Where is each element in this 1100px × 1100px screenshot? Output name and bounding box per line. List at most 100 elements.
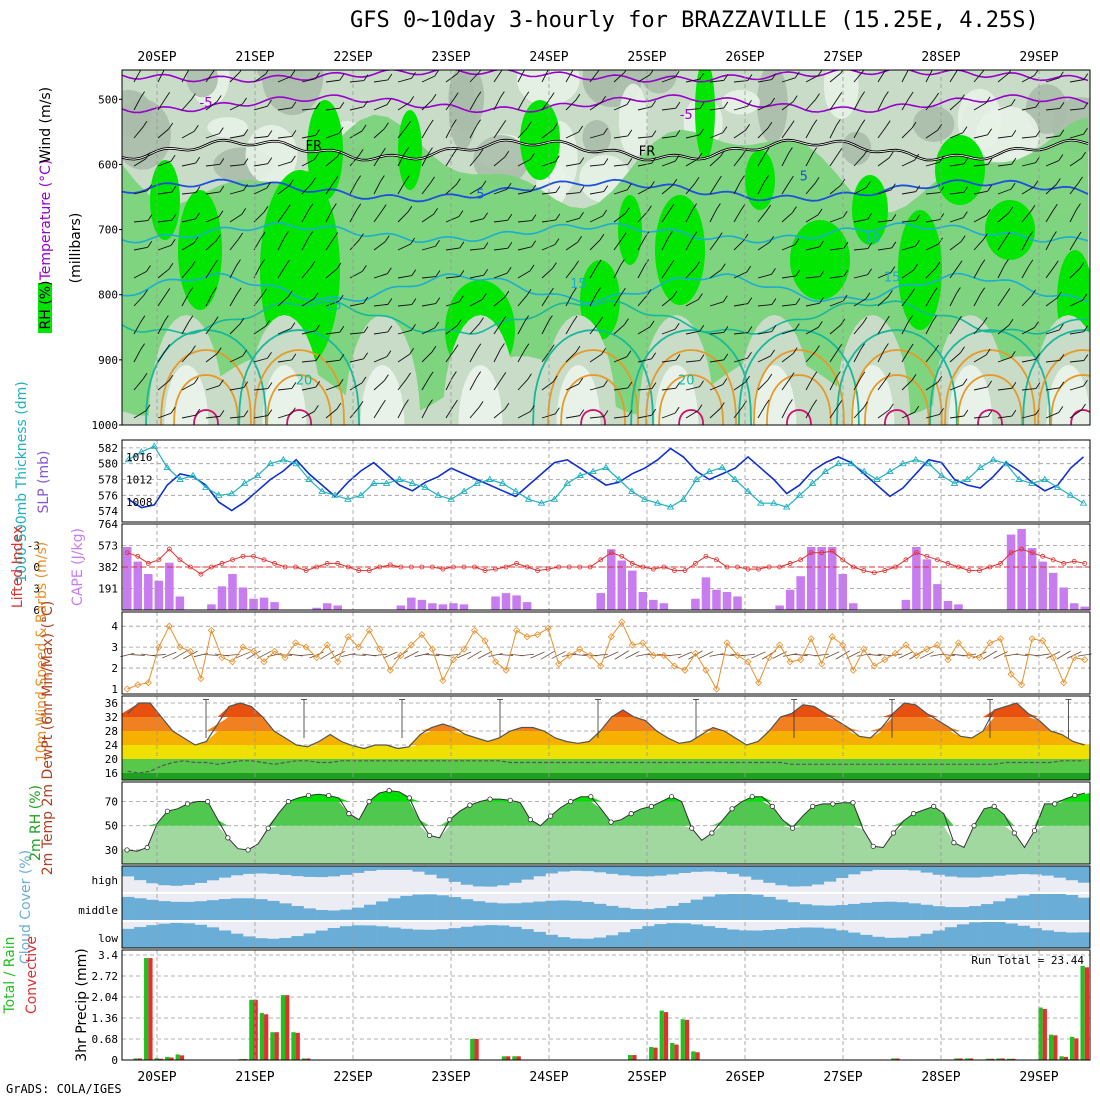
wind-barb bbox=[627, 381, 633, 389]
cape-bar bbox=[1027, 548, 1037, 610]
cape-bar bbox=[659, 603, 669, 610]
wind-barb bbox=[291, 101, 297, 109]
cloud-cell bbox=[630, 929, 643, 948]
precip-total-bar bbox=[280, 995, 286, 1060]
wind-barb bbox=[1055, 178, 1061, 185]
wind-barb bbox=[1059, 381, 1065, 389]
wind-barb bbox=[386, 98, 392, 105]
wind-barb bbox=[253, 357, 268, 363]
wind-speed-point bbox=[207, 626, 215, 634]
wind-barb bbox=[277, 328, 292, 335]
legend-convective: Convective bbox=[24, 936, 40, 1014]
wind-barb bbox=[469, 71, 480, 83]
wind-speed-point bbox=[1049, 654, 1057, 662]
wind-barb bbox=[253, 163, 268, 167]
wind-barb bbox=[709, 359, 724, 363]
wind-barb bbox=[901, 411, 915, 419]
wind-barb bbox=[133, 349, 142, 363]
wind-barb bbox=[339, 73, 345, 81]
wind-barb bbox=[949, 163, 964, 167]
wind-barb bbox=[267, 382, 273, 389]
wind-barb bbox=[709, 156, 721, 167]
lifted-index-point bbox=[177, 557, 183, 563]
wind-barb bbox=[792, 206, 797, 213]
wind-barb bbox=[493, 70, 503, 83]
wind-barb bbox=[1045, 387, 1060, 391]
wind-barb bbox=[290, 407, 296, 415]
wind-barb bbox=[939, 186, 945, 193]
wind-barb bbox=[908, 91, 914, 99]
wind-barb bbox=[980, 259, 986, 267]
cloud-cell bbox=[920, 904, 933, 920]
wind-barb bbox=[997, 356, 1012, 363]
wind-barb bbox=[637, 265, 646, 279]
date-label-top: 20SEP bbox=[137, 50, 176, 65]
wind-barb bbox=[733, 303, 748, 307]
thickness-point bbox=[808, 479, 817, 486]
wind-barb bbox=[829, 125, 837, 139]
cloud-cell bbox=[267, 938, 280, 948]
wind-barb bbox=[626, 183, 632, 191]
wind-barb bbox=[349, 239, 360, 251]
y-tick-label: 578 bbox=[98, 474, 118, 487]
wind-barb bbox=[421, 125, 430, 139]
cloud-cell bbox=[678, 866, 691, 873]
wind-barb bbox=[531, 184, 537, 192]
cloud-cell bbox=[182, 901, 195, 920]
rh-point bbox=[124, 847, 130, 853]
wind-barb bbox=[1083, 325, 1089, 332]
cloud-cell bbox=[642, 926, 655, 948]
wind-barb bbox=[236, 287, 242, 295]
cloud-cell bbox=[170, 866, 183, 886]
lifted-index-point bbox=[935, 557, 940, 563]
temperature-contour bbox=[864, 374, 930, 425]
wind-barb bbox=[397, 353, 410, 363]
wind-barb bbox=[733, 406, 743, 419]
wind-barb bbox=[151, 654, 166, 656]
wind-barb bbox=[142, 120, 148, 128]
wind-barb bbox=[1035, 382, 1041, 389]
cloud-cell bbox=[702, 896, 716, 920]
wind-barb bbox=[1008, 319, 1014, 326]
wind-barb bbox=[372, 653, 387, 657]
thickness-point bbox=[176, 475, 184, 482]
wind-barb bbox=[565, 351, 577, 363]
wind-barb bbox=[934, 92, 939, 100]
cloud-cell bbox=[944, 927, 958, 948]
wind-barb bbox=[829, 98, 839, 111]
wind-barb bbox=[267, 99, 272, 107]
precip-convective-bar bbox=[274, 1032, 279, 1060]
cloud-cell bbox=[1065, 932, 1079, 948]
date-label-bottom: 29SEP bbox=[1019, 1070, 1058, 1085]
precip-total-bar bbox=[628, 1055, 633, 1060]
wind-barb bbox=[213, 316, 219, 323]
cape-bar bbox=[638, 591, 648, 610]
precip-convective-bar bbox=[684, 1019, 690, 1060]
wind-barb bbox=[720, 263, 726, 270]
wind-barb bbox=[541, 244, 556, 251]
wind-speed-point bbox=[1060, 679, 1068, 687]
wind-barb bbox=[145, 152, 151, 159]
wind-barb bbox=[428, 371, 434, 379]
cloud-cell bbox=[714, 894, 728, 920]
cloud-cell bbox=[339, 926, 353, 948]
cloud-cell bbox=[448, 928, 462, 948]
thickness-point bbox=[757, 499, 765, 506]
wind-barb bbox=[277, 161, 292, 167]
wind-barb bbox=[997, 72, 1010, 83]
rh-area bbox=[122, 790, 1090, 864]
wind-barb bbox=[265, 70, 269, 75]
wind-barb bbox=[469, 97, 478, 111]
wind-barb bbox=[637, 414, 652, 419]
wind-speed-point bbox=[639, 639, 647, 647]
wind-barb bbox=[157, 160, 172, 167]
wind-barb bbox=[675, 129, 681, 137]
wind-barb bbox=[781, 126, 791, 139]
date-label-top: 22SEP bbox=[333, 50, 372, 65]
wind-barb bbox=[1003, 259, 1009, 266]
wind-barb bbox=[479, 317, 484, 324]
wind-barb bbox=[865, 292, 871, 299]
wind-speed-point bbox=[534, 631, 542, 639]
cloud-cell bbox=[412, 894, 425, 920]
wind-barb bbox=[384, 374, 389, 381]
